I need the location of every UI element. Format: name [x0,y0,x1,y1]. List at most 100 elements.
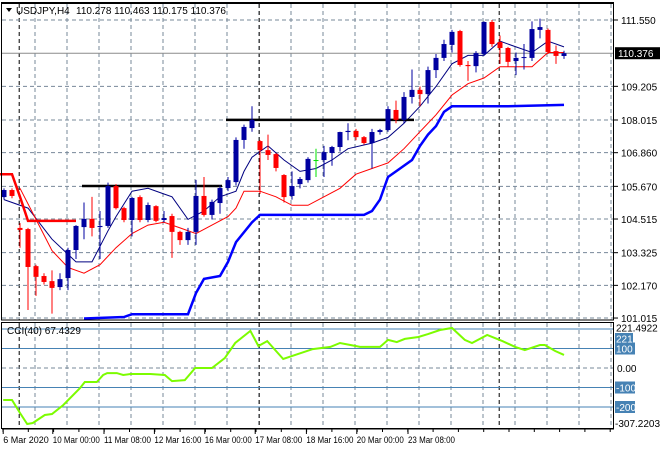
candle-body [185,231,191,241]
x-tick-label: 6 Mar 2020 [3,435,49,445]
cci-level-label: -100 [616,384,636,395]
candle-body [561,53,567,56]
candle-body [177,231,183,241]
candle [513,52,519,76]
symbol-label: USDJPY,H4 [16,6,70,17]
candle [161,210,167,223]
candle-body [537,27,543,30]
candle-body [369,132,375,144]
price-tick-label: 101.015 [621,314,658,325]
candle [25,227,31,310]
candle-body [297,178,303,185]
price-tick-label: 111.550 [621,16,656,27]
cci-zero-label: 0.00 [617,364,637,375]
grid [2,4,614,428]
candle [105,182,111,228]
x-tick-label: 11 Mar 08:00 [104,435,151,445]
cci-label: CCI(40) 67.4329 [7,326,81,337]
candle-body [377,130,383,133]
candle [441,39,447,62]
candle [521,44,527,70]
price-tick-label: 103.325 [621,249,658,260]
candle-body [25,229,31,267]
candle-body [89,218,95,228]
candle [185,227,191,245]
candle-body [361,137,367,144]
candle [545,28,551,54]
candle [145,202,151,223]
candle-body [529,29,535,58]
candle [241,124,247,149]
candle [377,128,383,135]
candle-body [241,126,247,140]
candle [281,174,287,203]
candle-body [217,188,223,204]
x-tick-label: 23 Mar 08:00 [408,435,455,445]
candle [297,177,303,189]
candle [49,270,55,314]
candle-body [353,130,359,138]
candle-body [425,70,431,95]
candle-body [281,175,287,198]
candle [369,128,375,169]
candle [385,106,391,132]
candle-body [409,89,415,97]
x-tick-label: 20 Mar 00:00 [357,435,404,445]
candle [321,145,327,178]
axes: 111.550 109.205 108.015 106.860 105.670 104.5… [2,16,660,445]
candle-body [153,206,159,221]
candle-body [113,186,119,209]
candle-body [121,208,127,221]
candle [249,106,255,132]
candle-body [169,216,175,232]
candle [201,177,207,217]
candle-body [257,141,263,151]
candle-body [521,57,527,59]
candle-body [545,29,551,52]
candle-body [209,201,215,215]
candle [481,21,487,56]
candle [497,35,503,64]
x-tick-label: 10 Mar 00:00 [53,435,100,445]
candle-body [449,31,455,45]
candle [217,185,223,214]
candle-body [513,57,519,62]
candle [97,210,103,260]
candle-body [273,154,279,168]
candle [537,18,543,39]
candle [345,123,351,141]
candle [225,177,231,192]
candle-body [433,57,439,71]
candle [337,131,343,152]
price-tick-label: 104.515 [621,215,658,226]
candle-body [129,197,135,221]
candle-body [505,48,511,62]
candle [449,29,455,53]
candle [113,184,119,210]
red-step-line [0,172,76,223]
candle [273,152,279,172]
cci-panel [2,326,614,426]
candle [65,247,71,291]
candle-body [489,21,495,45]
candle [433,53,439,78]
candle-body [393,109,399,120]
candle-body [249,119,255,129]
candle-body [473,53,479,67]
candle-body [137,197,143,221]
collapse-triangle-icon[interactable] [6,8,12,12]
candle [169,213,175,258]
cci-level-label: -200 [616,403,636,414]
candle [89,196,95,237]
candle-body [81,218,87,228]
price-tick-label: 108.015 [621,116,658,127]
cci-level-label: 221 [616,335,633,346]
candle [529,21,535,62]
candle-body [329,147,335,153]
candle [561,50,567,59]
cci-level-box [615,381,635,394]
candle-body [441,44,447,58]
candle-body [49,281,55,288]
x-tick-label: 18 Mar 16:00 [306,435,353,445]
